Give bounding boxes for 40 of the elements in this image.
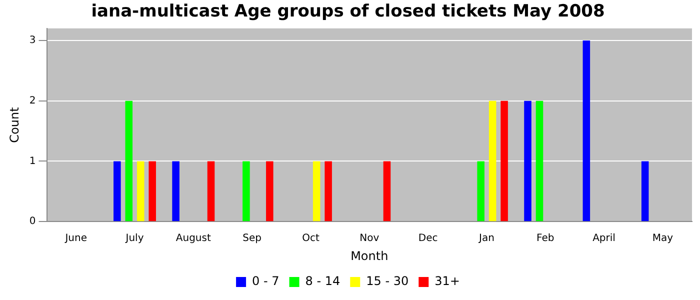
bar bbox=[136, 161, 144, 222]
x-tick-label: Oct bbox=[302, 233, 320, 244]
x-tick-label: Feb bbox=[536, 233, 554, 244]
y-tick-label: 1 bbox=[29, 156, 36, 167]
bar bbox=[172, 161, 180, 222]
bar bbox=[536, 100, 544, 222]
x-tick-label: Dec bbox=[418, 233, 438, 244]
x-tick-label: July bbox=[124, 233, 144, 244]
bar bbox=[148, 161, 156, 222]
legend-label: 8 - 14 bbox=[305, 274, 340, 288]
chart-title: iana-multicast Age groups of closed tickets May 2008 bbox=[91, 2, 605, 22]
legend-label: 31+ bbox=[434, 274, 460, 288]
y-axis-title: Count bbox=[7, 106, 22, 143]
y-tick-label: 3 bbox=[29, 35, 36, 46]
bar bbox=[488, 100, 496, 222]
x-tick-label: April bbox=[592, 233, 616, 244]
bar bbox=[207, 161, 215, 222]
bar bbox=[641, 161, 649, 222]
bar bbox=[500, 100, 508, 222]
legend-label: 0 - 7 bbox=[252, 274, 280, 288]
bar bbox=[582, 40, 590, 222]
bar bbox=[114, 161, 121, 222]
x-axis-title: Month bbox=[350, 248, 388, 263]
legend-label: 15 - 30 bbox=[366, 274, 409, 288]
bar bbox=[383, 161, 391, 222]
x-tick-label: June bbox=[64, 233, 87, 244]
bar bbox=[477, 161, 484, 222]
bar bbox=[524, 100, 532, 222]
bar bbox=[242, 161, 250, 222]
x-tick-label: May bbox=[652, 233, 674, 244]
bar bbox=[312, 161, 320, 222]
bar bbox=[266, 161, 274, 222]
bar bbox=[125, 100, 133, 222]
x-tick-label: Jan bbox=[478, 233, 494, 244]
bar bbox=[324, 161, 332, 222]
x-tick-label: Sep bbox=[242, 233, 262, 244]
y-tick-label: 2 bbox=[29, 95, 36, 106]
x-tick-label: Nov bbox=[360, 233, 380, 244]
y-tick-label: 0 bbox=[29, 216, 36, 228]
x-tick-label: August bbox=[176, 233, 211, 244]
